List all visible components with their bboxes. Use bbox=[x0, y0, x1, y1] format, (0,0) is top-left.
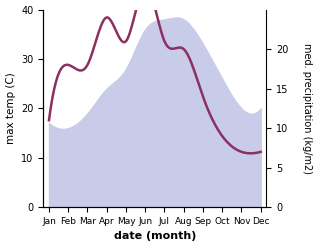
X-axis label: date (month): date (month) bbox=[114, 231, 196, 242]
Y-axis label: max temp (C): max temp (C) bbox=[5, 72, 16, 144]
Y-axis label: med. precipitation (kg/m2): med. precipitation (kg/m2) bbox=[302, 43, 313, 174]
